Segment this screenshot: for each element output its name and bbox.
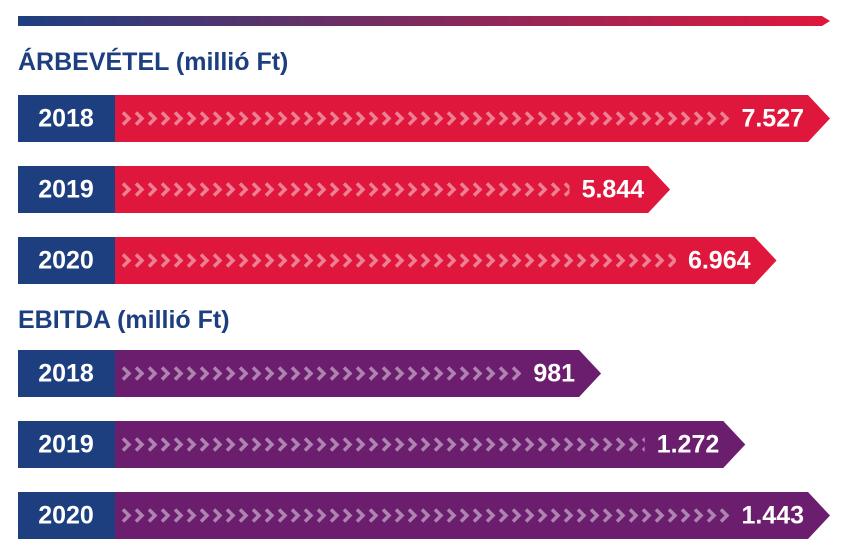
year-label: 2018 [38,360,94,388]
chevron-fill [121,350,522,397]
header-rule [18,16,830,26]
year-box [18,421,115,468]
chevron-fill [121,95,730,142]
year-box [18,350,115,397]
chevron-fill [121,492,730,539]
year-label: 2019 [38,431,94,459]
chevron-fill [121,421,645,468]
chevron-fill [121,166,570,213]
value-label: 6.964 [688,247,751,275]
year-box [18,492,115,539]
year-box [18,166,115,213]
value-label: 5.844 [582,176,645,204]
chart-title: EBITDA (millió Ft) [18,306,230,334]
year-label: 2019 [38,176,94,204]
value-label: 981 [533,360,575,388]
value-label: 7.527 [741,105,804,133]
year-box [18,95,115,142]
chart-title: ÁRBEVÉTEL (millió Ft) [18,47,288,76]
year-label: 2020 [38,502,94,530]
year-box [18,237,115,284]
chevron-fill [121,237,676,284]
year-label: 2018 [38,105,94,133]
value-label: 1.272 [657,431,720,459]
value-label: 1.443 [741,502,804,530]
year-label: 2020 [38,247,94,275]
